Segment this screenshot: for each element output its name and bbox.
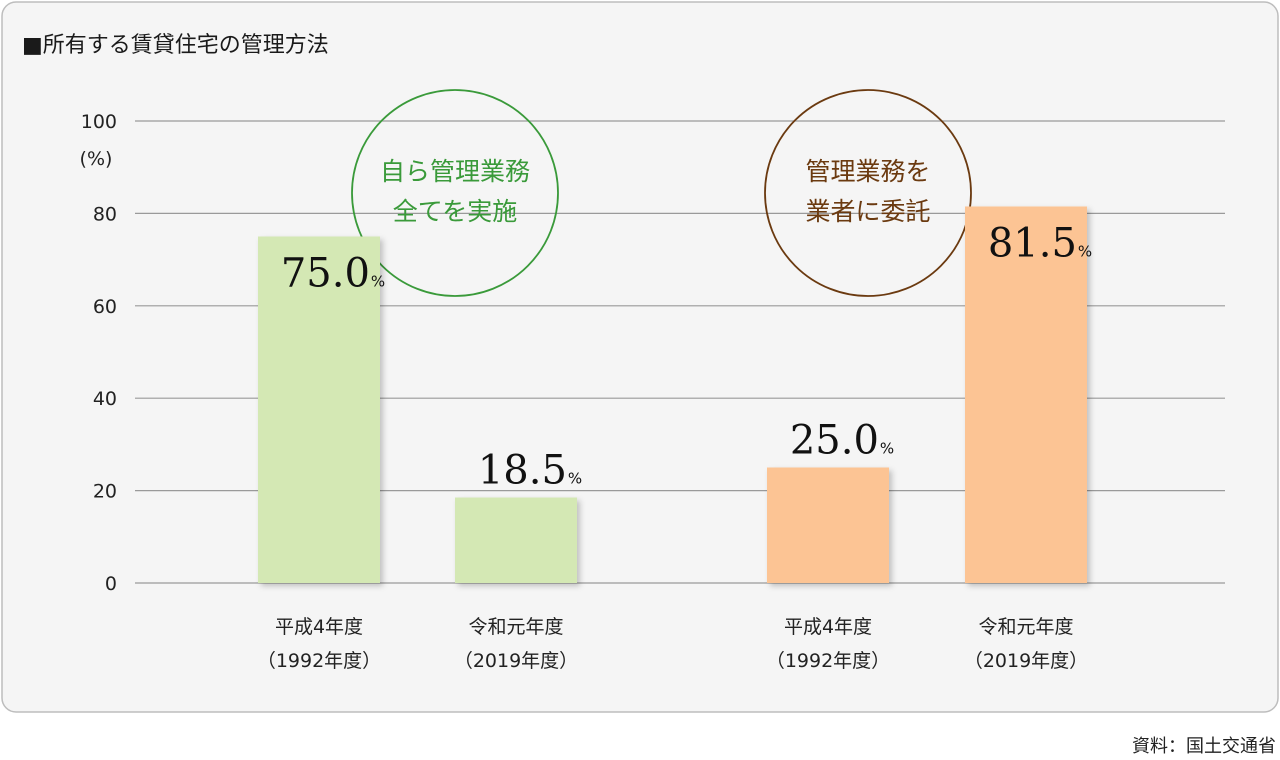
bar-value-label: 18.5% — [478, 448, 582, 494]
y-tick-label: 80 — [93, 203, 117, 225]
bars: 75.0% 18.5% 25.0% 81.5% — [258, 206, 1092, 583]
bar — [767, 467, 889, 583]
x-category-sublabel: （2019年度） — [454, 650, 578, 672]
annotation-circle — [351, 89, 559, 297]
y-tick-label: 40 — [93, 388, 117, 410]
bar-value-label: 25.0% — [790, 418, 894, 464]
annotation-line-2: 業者に委託 — [805, 197, 930, 226]
y-tick-label: 60 — [93, 296, 117, 318]
x-axis-categories: 平成4年度 （1992年度） 令和元年度 （2019年度） 平成4年度 （1992年度） 令… — [257, 616, 1088, 672]
x-category-sublabel: （1992年度） — [257, 650, 381, 672]
x-category-sublabel: （2019年度） — [964, 650, 1088, 672]
chart-title: ■所有する賃貸住宅の管理方法 — [22, 33, 329, 58]
y-tick-label: 0 — [105, 573, 117, 595]
x-category-label: 平成4年度 — [784, 616, 872, 638]
annotation-line-1: 管理業務を — [805, 157, 930, 186]
x-category-label: 令和元年度 — [978, 616, 1073, 638]
x-category-sublabel: （1992年度） — [766, 650, 890, 672]
annotation-line-1: 自ら管理業務 — [380, 157, 530, 186]
bar — [965, 206, 1087, 583]
bar-value-label: 75.0% — [281, 251, 385, 297]
annotation-circle — [764, 89, 972, 297]
y-tick-label: 100 — [81, 111, 117, 133]
annotation-line-2: 全てを実施 — [393, 197, 518, 226]
bar-value-label: 81.5% — [988, 220, 1092, 266]
y-axis: 0 20 40 60 80 100 — [81, 111, 117, 595]
x-category-label: 平成4年度 — [275, 616, 363, 638]
y-axis-unit: (%) — [80, 148, 113, 170]
bar — [455, 497, 577, 583]
y-tick-label: 20 — [93, 481, 117, 503]
source-note: 資料：国土交通省 — [1132, 736, 1276, 757]
bar — [258, 236, 380, 583]
x-category-label: 令和元年度 — [468, 616, 563, 638]
